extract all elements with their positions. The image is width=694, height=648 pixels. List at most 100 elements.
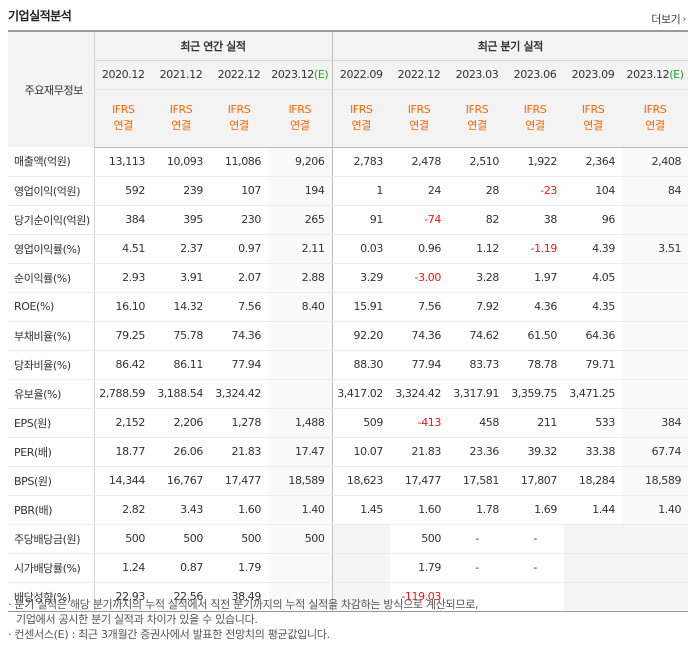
table-cell: 1,488 <box>268 407 332 438</box>
table-cell: 4.35 <box>564 292 622 322</box>
table-cell: 75.78 <box>152 320 210 351</box>
footnote-2: 기업에서 공시한 분기 실적과 차이가 있을 수 있습니다. <box>16 613 258 626</box>
table-cell: 1 <box>331 176 390 206</box>
table-row: 당좌비율(%) 86.42 86.11 77.94 88.30 77.94 83.73 78.… <box>8 350 689 380</box>
row-label: 시가배당률(%) <box>8 553 94 583</box>
table-cell: 79.71 <box>564 350 622 380</box>
table-cell: 107 <box>210 176 268 206</box>
table-cell: 92.20 <box>331 320 390 351</box>
table-cell: 7.56 <box>210 292 268 322</box>
table-cell: 2.37 <box>152 233 210 264</box>
table-cell: 26.06 <box>152 437 210 467</box>
table-cell: 2.11 <box>268 233 332 264</box>
table-cell <box>268 320 332 351</box>
chevron-right-icon: › <box>682 13 686 25</box>
table-cell: 1.79 <box>390 553 448 583</box>
table-cell: 10,093 <box>152 147 210 177</box>
row-label: 배당성향(%) <box>8 582 94 612</box>
table-row: 순이익률(%) 2.93 3.91 2.07 2.88 3.29 -3.00 3.28 1.97… <box>8 263 689 293</box>
table-cell: 17,807 <box>506 466 564 496</box>
table-cell: 82 <box>448 205 506 235</box>
quarter-period-header: 2022.09 <box>331 60 390 90</box>
table-cell: 3.29 <box>331 263 390 293</box>
footnote-3: · 컨센서스(E) : 최근 3개월간 증권사에서 발표한 전망치의 평균값입니… <box>8 628 330 641</box>
table-cell: 39.32 <box>506 437 564 467</box>
row-label: 유보율(%) <box>8 379 94 409</box>
section-title: 기업실적분석 <box>8 9 72 23</box>
table-row: ROE(%) 16.10 14.32 7.56 8.40 15.91 7.56 7.92 4.3… <box>8 292 689 322</box>
table-cell: 0.03 <box>331 233 390 264</box>
table-cell: 0.97 <box>210 233 268 264</box>
table-cell: 3.51 <box>622 233 689 264</box>
quarter-period-header: 2023.09 <box>564 60 622 90</box>
table-cell: 3,324.42 <box>390 379 448 409</box>
table-cell: 79.25 <box>93 320 152 351</box>
table-cell <box>331 553 390 583</box>
row-label: BPS(원) <box>8 466 94 496</box>
table-cell: 16.10 <box>93 292 152 322</box>
row-label: 당좌비율(%) <box>8 350 94 380</box>
table-cell: 1.45 <box>331 495 390 525</box>
table-cell: 18,589 <box>268 466 332 496</box>
table-cell <box>622 320 689 351</box>
table-row: 매출액(억원) 13,113 10,093 11,086 9,206 2,783 2,478… <box>8 147 689 177</box>
annual-period-header: 2020.12 <box>93 60 152 90</box>
table-cell: 3,359.75 <box>506 379 564 409</box>
accounting-standard-label: IFRS 연결 <box>268 89 332 148</box>
table-cell: 15.91 <box>331 292 390 322</box>
table-cell: 83.73 <box>448 350 506 380</box>
table-row: 시가배당률(%) 1.24 0.87 1.79 1.79- - <box>8 553 689 583</box>
table-cell: 592 <box>93 176 152 206</box>
table-cell <box>268 379 332 409</box>
table-cell: 230 <box>210 205 268 235</box>
table-cell: -1.19 <box>506 233 564 264</box>
table-cell: 7.56 <box>390 292 448 322</box>
accounting-standard-label: IFRS 연결 <box>506 89 564 148</box>
table-cell <box>622 582 689 612</box>
table-cell <box>564 523 622 554</box>
table-cell: 500 <box>210 523 268 554</box>
table-cell: 2,152 <box>93 407 152 438</box>
table-cell: 1.12 <box>448 233 506 264</box>
table-cell: 395 <box>152 205 210 235</box>
table-cell: 18.77 <box>93 437 152 467</box>
table-cell: 2,510 <box>448 147 506 177</box>
table-cell <box>622 263 689 293</box>
table-cell <box>448 582 506 612</box>
table-cell <box>268 553 332 583</box>
table-cell: 509 <box>331 407 390 438</box>
table-cell: 500 <box>268 523 332 554</box>
table-row: 주당배당금(원) 500 500 500 500 500- - <box>8 523 689 554</box>
table-row: PER(배) 18.77 26.06 21.83 17.47 10.07 21.83 23.3… <box>8 437 689 467</box>
row-label: 주당배당금(원) <box>8 523 94 554</box>
table-cell: 4.51 <box>93 233 152 264</box>
annual-period-header: 2021.12 <box>152 60 210 90</box>
more-link[interactable]: 더보기 › <box>651 11 686 27</box>
row-label: 당기순이익(억원) <box>8 205 94 235</box>
table-cell: - <box>506 523 564 554</box>
accounting-standard-label: IFRS 연결 <box>622 89 689 148</box>
table-cell: - <box>448 523 506 554</box>
accounting-standard-label: IFRS 연결 <box>93 89 152 148</box>
accounting-standard-label: IFRS 연결 <box>564 89 622 148</box>
table-cell: -413 <box>390 407 448 438</box>
table-cell: 2.82 <box>93 495 152 525</box>
table-cell: 23.36 <box>448 437 506 467</box>
table-cell: 1.40 <box>268 495 332 525</box>
table-cell: 1.24 <box>93 553 152 583</box>
table-cell <box>564 553 622 583</box>
table-cell: 4.05 <box>564 263 622 293</box>
table-cell: 7.92 <box>448 292 506 322</box>
row-label: PBR(배) <box>8 495 94 525</box>
table-cell: 16,767 <box>152 466 210 496</box>
table-cell: 38.49 <box>210 582 268 612</box>
table-cell: 500 <box>152 523 210 554</box>
footnote-1: · 분기 실적은 해당 분기까지의 누적 실적에서 직전 분기까지의 누적 실적… <box>8 598 479 611</box>
table-cell <box>622 350 689 380</box>
table-cell: 0.96 <box>390 233 448 264</box>
table-cell: 8.40 <box>268 292 332 322</box>
table-cell: 33.38 <box>564 437 622 467</box>
table-cell: 21.83 <box>390 437 448 467</box>
table-cell: 2,783 <box>331 147 390 177</box>
table-cell: 24 <box>390 176 448 206</box>
